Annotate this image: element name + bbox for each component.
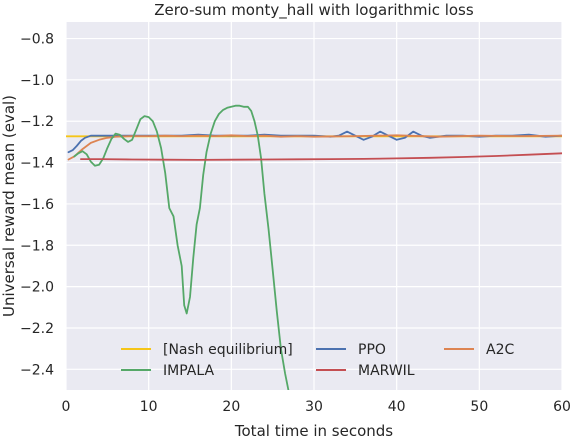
grid-lines bbox=[65, 22, 563, 390]
legend-label-ppo: PPO bbox=[358, 342, 386, 358]
series-line-a2c bbox=[67, 134, 562, 161]
x-tick-label: 20 bbox=[222, 399, 240, 415]
x-axis-title: Total time in seconds bbox=[234, 422, 393, 440]
series-line-impala bbox=[73, 104, 290, 390]
legend-label-a2c: A2C bbox=[486, 342, 514, 358]
y-tick-label: −1.8 bbox=[20, 238, 54, 254]
legend-label-nash-equilibrium: [Nash equilibrium] bbox=[163, 342, 293, 358]
series-lines bbox=[66, 104, 562, 390]
tick-labels: 0 10 20 30 40 50 60 −0.8 −1.0 −1.2 −1.4 −1.6 −1.8 −2.… bbox=[20, 32, 571, 415]
y-axis-title: Universal reward mean (eval) bbox=[0, 95, 18, 317]
y-tick-label: −2.4 bbox=[20, 362, 54, 378]
x-tick-label: 30 bbox=[305, 399, 323, 415]
x-tick-label: 40 bbox=[388, 399, 406, 415]
y-tick-label: −2.0 bbox=[20, 280, 54, 296]
y-tick-label: −1.6 bbox=[20, 197, 54, 213]
x-tick-label: 0 bbox=[62, 399, 71, 415]
y-tick-label: −1.0 bbox=[20, 73, 54, 89]
legend-label-marwil: MARWIL bbox=[358, 363, 415, 379]
x-tick-label: 60 bbox=[553, 399, 571, 415]
y-tick-label: −0.8 bbox=[20, 32, 54, 48]
x-tick-label: 10 bbox=[140, 399, 158, 415]
y-tick-label: −1.4 bbox=[20, 156, 54, 172]
legend: [Nash equilibrium] PPO A2C IMPALA MARWIL bbox=[121, 342, 514, 379]
y-tick-label: −2.2 bbox=[20, 321, 54, 337]
chart-title: Zero-sum monty_hall with logarithmic los… bbox=[154, 1, 474, 20]
series-line-marwil bbox=[80, 152, 562, 161]
x-tick-label: 50 bbox=[470, 399, 488, 415]
legend-label-impala: IMPALA bbox=[163, 363, 214, 379]
y-tick-label: −1.2 bbox=[20, 114, 54, 130]
